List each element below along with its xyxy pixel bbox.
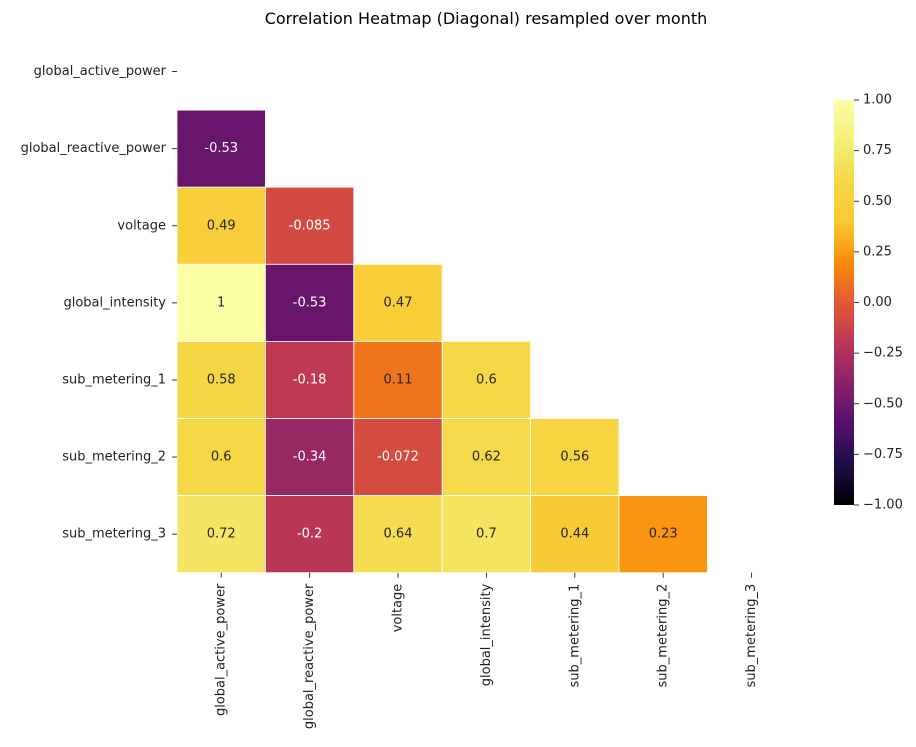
heatmap-cell: [530, 418, 620, 496]
y-tick-label: sub_metering_2: [62, 450, 166, 465]
heatmap-cell: [264, 418, 355, 496]
heatmap-cell: [441, 340, 532, 419]
colorbar-tick-label: 1.00: [863, 93, 892, 108]
cell-value-label: 0.72: [207, 527, 236, 542]
colorbar-tick-label: 0.50: [863, 194, 892, 209]
y-tick-label: voltage: [117, 218, 166, 233]
cell-value-label: -0.34: [293, 450, 327, 465]
y-tick-label: global_reactive_power: [21, 141, 167, 156]
cell-value-label: 0.49: [207, 218, 236, 233]
cell-value-label: 1: [217, 295, 225, 310]
heatmap-cell: [441, 495, 532, 574]
x-axis-ticks: global_active_power global_reactive_power…: [214, 572, 759, 729]
colorbar-tick-label: 0.25: [863, 244, 892, 259]
cell-value-label: -0.072: [377, 450, 419, 465]
x-tick-label: global_active_power: [214, 583, 229, 716]
colorbar: 1.00 0.75 0.50 0.25 0.00 −0.25 −0.50 −0.75 −1.00: [834, 93, 903, 513]
cell-value-label: -0.53: [204, 141, 238, 156]
chart-title: Correlation Heatmap (Diagonal) resampled…: [265, 9, 708, 28]
colorbar-tick-label: −0.25: [863, 346, 903, 361]
cell-value-label: -0.085: [289, 218, 331, 233]
cell-value-label: 0.47: [384, 295, 413, 310]
heatmap-cell: [264, 263, 355, 342]
cell-value-label: 0.6: [476, 372, 497, 387]
x-tick-label: voltage: [391, 584, 406, 633]
heatmap-cell: [441, 418, 532, 496]
heatmap-cell: [353, 418, 443, 496]
heatmap-cell: [530, 495, 620, 574]
cell-value-label: -0.2: [297, 527, 322, 542]
heatmap-cell: [264, 186, 355, 265]
y-tick-label: sub_metering_1: [62, 372, 166, 387]
heatmap-cell: [264, 495, 355, 574]
cell-value-label: 0.11: [384, 372, 413, 387]
colorbar-tick-label: 0.00: [863, 295, 892, 310]
y-tick-label: sub_metering_3: [62, 527, 166, 542]
x-tick-label: sub_metering_1: [567, 584, 582, 688]
cell-value-label: 0.23: [649, 527, 678, 542]
heatmap-cell: [264, 340, 355, 419]
colorbar-tick-label: −0.75: [863, 447, 903, 462]
x-tick-label: sub_metering_3: [744, 584, 759, 688]
heatmap-cell: [618, 495, 708, 574]
y-axis-ticks: global_active_power global_reactive_power…: [21, 64, 177, 542]
colorbar-tick-label: 0.75: [863, 143, 892, 158]
y-tick-label: global_active_power: [34, 64, 167, 79]
heatmap-cell: [353, 263, 443, 342]
colorbar-tick-label: −0.50: [863, 396, 903, 411]
cell-value-label: 0.56: [560, 450, 589, 465]
heatmap-cell: [176, 109, 266, 188]
cell-value-label: 0.64: [384, 527, 413, 542]
colorbar-bar: [834, 100, 854, 505]
x-tick-label: global_reactive_power: [302, 583, 317, 729]
y-tick-label: global_intensity: [63, 295, 166, 310]
heatmap-cell: [176, 186, 266, 265]
heatmap-cells: -0.53 0.49 -0.085 1 -0.53 0.47 0.58 -0.18 0.11 0.…: [176, 109, 708, 574]
heatmap-cell: [353, 495, 443, 574]
colorbar-tick-label: −1.00: [863, 498, 903, 513]
cell-value-label: 0.7: [476, 527, 497, 542]
cell-value-label: -0.18: [293, 372, 327, 387]
x-tick-label: sub_metering_2: [656, 584, 671, 688]
cell-value-label: 0.6: [211, 450, 232, 465]
cell-value-label: 0.58: [207, 372, 236, 387]
heatmap-cell: [176, 263, 266, 342]
cell-value-label: -0.53: [293, 295, 327, 310]
cell-value-label: 0.62: [472, 450, 501, 465]
x-tick-label: global_intensity: [479, 583, 494, 686]
cell-value-label: 0.44: [560, 527, 589, 542]
